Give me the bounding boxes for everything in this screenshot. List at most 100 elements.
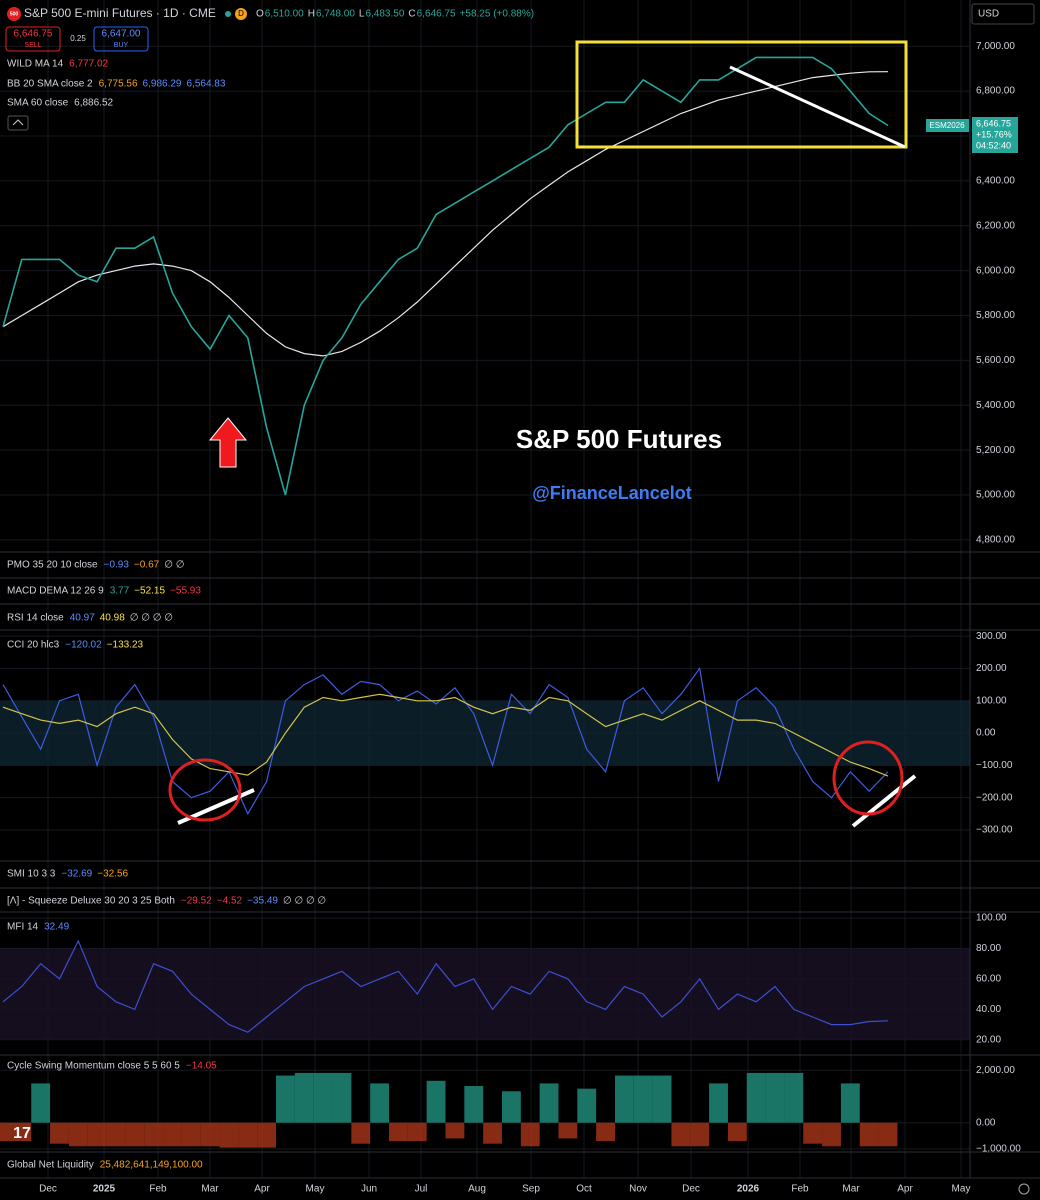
- logo: [7, 7, 21, 21]
- cycle-bar: [68, 1122, 88, 1147]
- cycle-bar: [558, 1122, 578, 1139]
- indicator-value: 6,986.29: [143, 79, 182, 90]
- indicator-value: −4.52: [217, 896, 243, 907]
- y-tick-label: 6,400.00: [976, 175, 1015, 186]
- cycle-bar: [407, 1122, 427, 1142]
- ohlc-label: L: [359, 9, 365, 20]
- y-tick-label: 6,000.00: [976, 265, 1015, 276]
- y-tick-label: 2,000.00: [976, 1065, 1015, 1076]
- sell-button[interactable]: [5, 26, 61, 52]
- cycle-bar: [784, 1072, 804, 1123]
- symbol-tag: [926, 119, 969, 132]
- highlight-circle: [168, 758, 242, 822]
- x-tick-label: Feb: [791, 1184, 809, 1195]
- collapse-button[interactable]: [7, 115, 29, 131]
- indicator-name: BB 20 SMA close 2: [7, 79, 93, 90]
- cycle-bar: [351, 1122, 371, 1144]
- indicator-value: ∅ ∅: [164, 560, 184, 571]
- cycle-bar: [614, 1075, 634, 1123]
- price-tag-countdown: 04:52:40: [976, 140, 1011, 150]
- interval-badge: [235, 8, 247, 20]
- indicator-name: RSI 14 close: [7, 613, 64, 624]
- ohlc-value: 6,646.75: [417, 9, 456, 20]
- currency-box[interactable]: [971, 3, 1035, 25]
- sma60-line: [2, 71, 889, 357]
- indicator-value: −0.93: [104, 560, 130, 571]
- y-tick-label: 100.00: [976, 695, 1007, 706]
- x-tick-label: Aug: [468, 1184, 486, 1195]
- collapse-icon: [12, 119, 24, 126]
- y-tick-label: 20.00: [976, 1034, 1001, 1045]
- x-tick-label: Sep: [522, 1184, 540, 1195]
- ohlc-label: C: [408, 9, 415, 20]
- cycle-bar: [87, 1122, 107, 1147]
- ohlc-value: 6,748.00: [316, 9, 355, 20]
- indicator-value: 32.49: [44, 922, 69, 933]
- indicator-name: CCI 20 hlc3: [7, 640, 60, 651]
- signal-line: [2, 693, 889, 777]
- indicator-value: 40.97: [70, 613, 95, 624]
- settings-icon[interactable]: [1018, 1183, 1030, 1195]
- cycle-bar: [50, 1122, 69, 1144]
- cycle-bar: [294, 1072, 314, 1123]
- y-tick-label: 6,200.00: [976, 220, 1015, 231]
- y-tick-label: 5,200.00: [976, 445, 1015, 456]
- x-tick-label: May: [306, 1184, 325, 1195]
- y-tick-label: 0.00: [976, 1117, 996, 1128]
- y-tick-label: 6,800.00: [976, 86, 1015, 97]
- cycle-bar: [445, 1122, 465, 1139]
- indicator-value: 40.98: [100, 613, 125, 624]
- range-box: [575, 40, 908, 149]
- tv-logo: 17: [13, 1125, 31, 1142]
- indicator-value: −133.23: [107, 640, 144, 651]
- y-tick-label: −300.00: [976, 825, 1013, 836]
- cycle-bar: [596, 1122, 615, 1142]
- status-dot: [225, 11, 231, 17]
- x-tick-label: Dec: [39, 1184, 57, 1195]
- cycle-bar: [520, 1122, 540, 1147]
- logo-text: 500: [10, 11, 19, 17]
- cycle-bar: [12, 1122, 32, 1142]
- ohlc-label: O: [256, 9, 264, 20]
- indicator-value: ∅ ∅ ∅ ∅: [283, 896, 326, 907]
- x-tick-label: Apr: [897, 1184, 913, 1195]
- indicator-name: Cycle Swing Momentum close 5 5 60 5: [7, 1061, 180, 1072]
- buy-price: 6,647.00: [102, 29, 141, 40]
- y-tick-label: 5,000.00: [976, 490, 1015, 501]
- currency: USD: [978, 9, 999, 20]
- cycle-bar: [257, 1122, 277, 1148]
- cycle-bar: [0, 1122, 13, 1142]
- indicator-value: 6,886.52: [74, 98, 113, 109]
- cycle-bar: [727, 1122, 747, 1142]
- symbol-title: S&P 500 E-mini Futures · 1D · CME: [24, 6, 216, 20]
- interval: D: [238, 9, 244, 18]
- cycle-bar: [746, 1072, 766, 1123]
- indicator-name: MACD DEMA 12 26 9: [7, 586, 104, 597]
- legends: WILD MA 14 6,777.02 BB 20 SMA close 2 6,775…: [7, 59, 326, 1171]
- grid: 7,000.006,800.006,600.006,400.006,200.00…: [0, 0, 1021, 1195]
- y-tick-label: 60.00: [976, 974, 1001, 985]
- x-tick-label: Apr: [254, 1184, 270, 1195]
- cycle-bar: [125, 1122, 145, 1147]
- cycle-bar: [426, 1080, 446, 1123]
- mfi-band: [0, 948, 970, 1040]
- x-tick-label: Oct: [576, 1184, 592, 1195]
- buy-button[interactable]: [93, 26, 149, 52]
- cycle-bar: [822, 1122, 841, 1147]
- arrow-up: [208, 417, 248, 468]
- trend-line: [729, 65, 906, 149]
- cycle-bar: [389, 1122, 408, 1142]
- indicator-value: −32.56: [97, 869, 128, 880]
- ohlc-value: 6,510.00: [265, 9, 304, 20]
- indicator-name: [Λ] - Squeeze Deluxe 30 20 3 25 Both: [7, 896, 175, 907]
- y-tick-label: −1,000.00: [976, 1144, 1021, 1155]
- x-tick-label: Nov: [629, 1184, 647, 1195]
- y-tick-label: −100.00: [976, 760, 1013, 771]
- indicator-value: −35.49: [247, 896, 278, 907]
- cycle-bar: [106, 1122, 126, 1147]
- y-tick-label: 5,600.00: [976, 355, 1015, 366]
- indicator-value: −32.69: [61, 869, 92, 880]
- x-tick-label: Jul: [415, 1184, 428, 1195]
- cycle-bar: [370, 1083, 390, 1123]
